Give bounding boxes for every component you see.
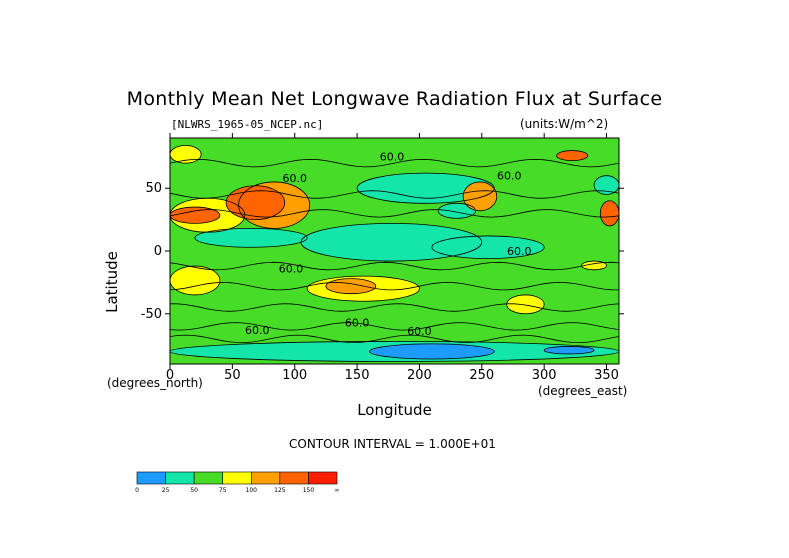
y-ticks: 50 0 -50	[141, 181, 624, 322]
contour-label: 60.0	[245, 324, 270, 337]
contour-line	[170, 145, 202, 164]
x-tick-label: 0	[166, 368, 174, 383]
contour-line	[170, 341, 619, 362]
contour-line	[225, 185, 286, 221]
heatmap-region	[170, 207, 220, 224]
x-axis-label: Longitude	[357, 401, 432, 419]
x-ticks: 0 50 100 150 200 250 300 350	[166, 133, 619, 383]
contour-label: 60.0	[497, 169, 522, 182]
file-name-label: [NLWRS_1965-05_NCEP.nc]	[171, 118, 324, 131]
contour-line	[170, 281, 619, 291]
heatmap-regions	[170, 138, 619, 364]
contour-line	[170, 158, 619, 168]
contour-label: 60.0	[507, 245, 532, 258]
contour-line	[506, 294, 545, 315]
heatmap-region	[506, 294, 545, 314]
x-tick-label: 200	[407, 368, 432, 383]
contour-labels: 60.0 60.0 60.0 60.0 60.0 60.0 60.0 60.0	[245, 151, 531, 339]
y-axis-label: Latitude	[103, 251, 121, 313]
contour-label: 60.0	[345, 316, 370, 329]
units-label: (units:W/m^2)	[520, 117, 609, 131]
contour-line	[170, 334, 619, 344]
contour-label: 60.0	[407, 325, 432, 338]
y-tick-label: 50	[145, 181, 162, 196]
contour-line	[170, 322, 619, 331]
heatmap-region	[600, 200, 619, 226]
heatmap-region	[594, 175, 619, 195]
x-axis-label-row: Longitude	[0, 401, 789, 419]
contour-line	[194, 227, 308, 248]
heatmap-region	[431, 235, 545, 259]
y-tick-label: -50	[141, 307, 162, 322]
y-unit-label: (degrees_north)	[107, 376, 203, 390]
heatmap-region	[369, 343, 495, 359]
x-tick-label: 100	[282, 368, 307, 383]
heatmap-region	[463, 181, 497, 211]
contour-line	[306, 275, 420, 302]
contour-line	[170, 261, 619, 271]
heatmap-region	[226, 185, 285, 220]
heatmap-region	[544, 346, 595, 354]
contour-line	[543, 346, 595, 355]
heatmap-region	[170, 266, 220, 295]
x-unit-label: (degrees_east)	[538, 384, 628, 398]
contour-line	[170, 206, 221, 224]
x-tick-label: 50	[224, 368, 241, 383]
contour-line	[238, 181, 311, 229]
contour-line	[170, 303, 619, 312]
heatmap-region	[438, 203, 476, 219]
heatmap-region	[194, 228, 308, 248]
contour-line	[369, 343, 495, 360]
contour-line	[581, 260, 607, 271]
x-tick-label: 250	[469, 368, 494, 383]
contour-line	[431, 235, 545, 259]
contour-line	[170, 190, 619, 199]
contour-line	[556, 150, 589, 162]
x-tick-label: 150	[345, 368, 370, 383]
contour-label: 60.0	[282, 172, 307, 185]
y-tick-label: 0	[154, 244, 162, 259]
contour-line	[325, 278, 377, 295]
heatmap-region	[357, 173, 495, 204]
contour-line	[170, 209, 619, 218]
chart-title: Monthly Mean Net Longwave Radiation Flux…	[126, 88, 663, 110]
contour-line	[170, 265, 221, 296]
contour-line	[462, 181, 498, 212]
contour-interval-text: CONTOUR INTERVAL = 1.000E+01	[289, 437, 496, 451]
heatmap-region	[556, 150, 588, 161]
contour-line	[437, 202, 476, 219]
contour-label: 60.0	[380, 151, 405, 164]
x-tick-label: 350	[594, 368, 619, 383]
contour-label: 60.0	[279, 262, 304, 275]
x-tick-label: 300	[532, 368, 557, 383]
heatmap-region	[170, 145, 202, 164]
contour-lines	[170, 145, 619, 362]
